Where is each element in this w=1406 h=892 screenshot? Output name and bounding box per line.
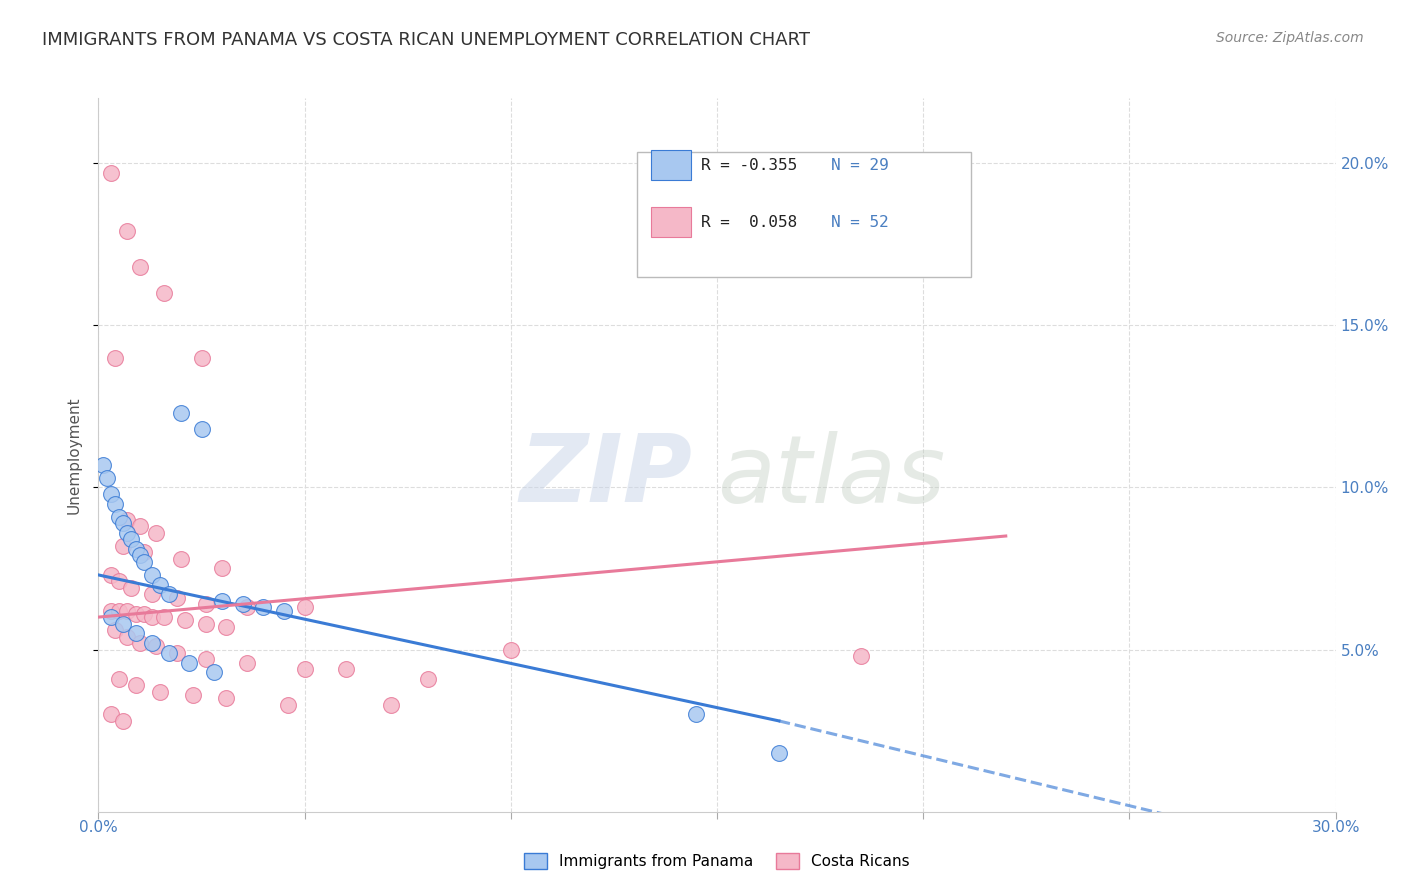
Text: 0.0%: 0.0% xyxy=(79,821,118,835)
Point xyxy=(120,581,142,595)
Point xyxy=(194,597,217,611)
Point xyxy=(141,587,163,601)
Point xyxy=(335,662,357,676)
Text: N = 52: N = 52 xyxy=(831,215,889,230)
Point xyxy=(128,519,150,533)
Text: Source: ZipAtlas.com: Source: ZipAtlas.com xyxy=(1216,31,1364,45)
Point xyxy=(685,707,707,722)
Text: 30.0%: 30.0% xyxy=(1312,821,1360,835)
Point xyxy=(418,672,440,686)
Point xyxy=(215,620,238,634)
Point xyxy=(166,646,188,660)
Point xyxy=(112,616,135,631)
Point xyxy=(128,549,150,563)
Point xyxy=(112,539,135,553)
Point xyxy=(294,600,316,615)
Point xyxy=(211,561,233,575)
Point xyxy=(181,688,204,702)
Point xyxy=(117,604,139,618)
Y-axis label: Unemployment: Unemployment xyxy=(66,396,82,514)
Point xyxy=(145,525,167,540)
Point xyxy=(153,610,176,624)
Point xyxy=(768,747,790,761)
Point xyxy=(194,652,217,666)
Point xyxy=(124,678,146,692)
Point xyxy=(108,604,131,618)
Point xyxy=(100,568,122,582)
Point xyxy=(179,656,201,670)
Point xyxy=(108,509,131,524)
Point xyxy=(141,610,163,624)
Point xyxy=(117,513,139,527)
Point xyxy=(157,646,180,660)
Point xyxy=(170,551,193,566)
Point xyxy=(132,607,155,621)
Point xyxy=(104,497,127,511)
Point xyxy=(100,487,122,501)
Point xyxy=(141,568,163,582)
Point xyxy=(108,574,131,589)
Point xyxy=(100,610,122,624)
Point xyxy=(100,604,122,618)
Point xyxy=(104,623,127,637)
FancyBboxPatch shape xyxy=(651,150,692,180)
Point xyxy=(124,541,146,556)
Text: R = -0.355: R = -0.355 xyxy=(702,158,797,173)
Text: R =  0.058: R = 0.058 xyxy=(702,215,797,230)
Point xyxy=(252,600,274,615)
Point xyxy=(380,698,402,712)
Point xyxy=(104,351,127,365)
Point xyxy=(132,545,155,559)
FancyBboxPatch shape xyxy=(637,152,970,277)
Point xyxy=(100,707,122,722)
Point xyxy=(236,656,259,670)
Point xyxy=(141,636,163,650)
Point xyxy=(190,351,212,365)
Text: ZIP: ZIP xyxy=(519,430,692,523)
Point xyxy=(91,458,114,472)
Point xyxy=(128,260,150,274)
Point xyxy=(215,691,238,706)
Point xyxy=(202,665,225,680)
Point xyxy=(194,616,217,631)
Legend: Immigrants from Panama, Costa Ricans: Immigrants from Panama, Costa Ricans xyxy=(517,847,917,875)
Point xyxy=(170,406,193,420)
Point xyxy=(851,648,873,663)
Point xyxy=(117,630,139,644)
FancyBboxPatch shape xyxy=(651,207,692,237)
Point xyxy=(124,626,146,640)
Point xyxy=(232,597,254,611)
Point xyxy=(108,672,131,686)
Point xyxy=(132,555,155,569)
Point xyxy=(273,604,295,618)
Text: IMMIGRANTS FROM PANAMA VS COSTA RICAN UNEMPLOYMENT CORRELATION CHART: IMMIGRANTS FROM PANAMA VS COSTA RICAN UN… xyxy=(42,31,810,49)
Point xyxy=(149,684,172,698)
Point xyxy=(149,577,172,591)
Point xyxy=(112,516,135,530)
Point xyxy=(128,636,150,650)
Point xyxy=(117,224,139,238)
Point xyxy=(157,587,180,601)
Point xyxy=(499,642,522,657)
Point xyxy=(166,591,188,605)
Point xyxy=(174,613,197,627)
Point xyxy=(294,662,316,676)
Point xyxy=(100,166,122,180)
Point xyxy=(117,525,139,540)
Point xyxy=(145,640,167,654)
Point xyxy=(112,714,135,728)
Point xyxy=(96,470,118,484)
Point xyxy=(153,285,176,300)
Point xyxy=(277,698,299,712)
Point xyxy=(236,600,259,615)
Text: N = 29: N = 29 xyxy=(831,158,889,173)
Point xyxy=(211,594,233,608)
Point xyxy=(190,422,212,436)
Point xyxy=(124,607,146,621)
Point xyxy=(120,533,142,547)
Text: atlas: atlas xyxy=(717,431,945,522)
